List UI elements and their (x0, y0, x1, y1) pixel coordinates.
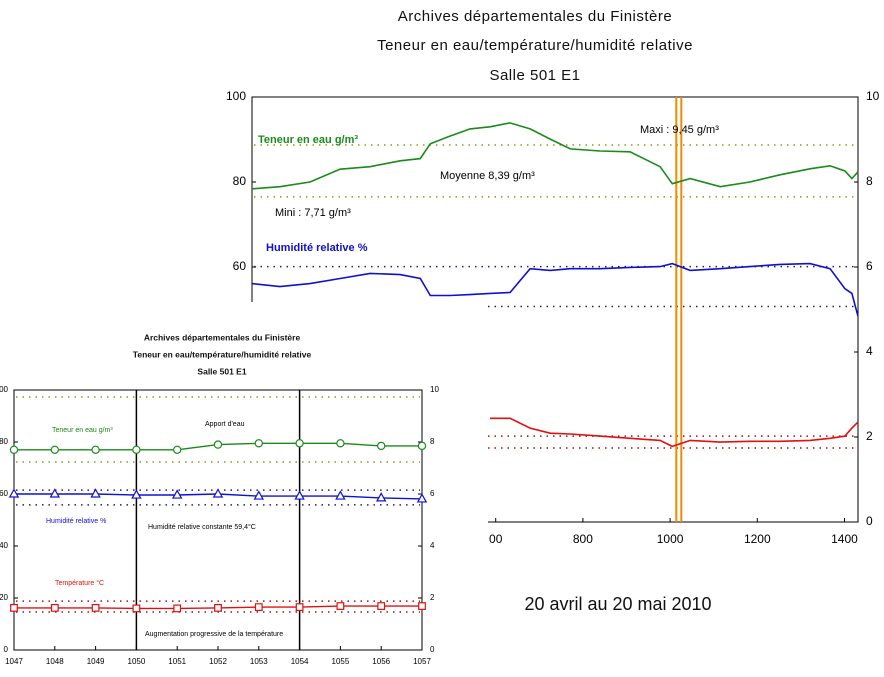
chart-title: Salle 501 E1 (197, 366, 246, 376)
point-marker (254, 603, 263, 611)
x-tick-label: 1048 (46, 657, 64, 666)
point-marker (295, 603, 304, 611)
annotation: Teneur en eau g/m³ (52, 427, 113, 434)
point-marker (90, 488, 101, 498)
point-marker (131, 489, 142, 499)
y2-tick-label: 10 (430, 385, 439, 394)
point-marker (375, 492, 387, 502)
point-marker (336, 439, 345, 448)
x-tick-label: 1050 (128, 657, 146, 666)
point-marker (417, 441, 427, 451)
chart-title: Salle 501 E1 (489, 67, 580, 84)
x-tick-label: 1054 (291, 657, 309, 666)
point-marker (132, 445, 141, 454)
y2-tick-label: 0 (430, 645, 435, 654)
point-marker (91, 445, 100, 454)
y2-tick-label: 2 (866, 429, 873, 443)
annotation: Humidité relative % (266, 242, 368, 254)
y-tick-label: 60 (0, 489, 9, 498)
y-tick-label: 80 (0, 437, 9, 446)
y2-tick-label: 8 (866, 174, 873, 188)
y2-tick-label: 8 (430, 437, 435, 446)
point-marker (377, 602, 386, 610)
point-marker (335, 490, 346, 500)
chart-title: Teneur en eau/température/humidité relat… (377, 37, 693, 54)
y-tick-label: 0 (4, 645, 9, 654)
point-marker (132, 604, 141, 613)
point-marker (213, 440, 223, 449)
y-tick-label: 80 (233, 174, 247, 188)
y2-tick-label: 0 (866, 514, 873, 528)
point-marker (254, 439, 263, 448)
point-marker (172, 445, 182, 454)
point-marker (9, 445, 19, 454)
x-tick-label: 00 (489, 532, 503, 546)
point-marker (50, 445, 60, 454)
annotation: Humidité relative constante 59,4°C (148, 523, 256, 531)
point-marker (295, 439, 304, 448)
chart-title: Teneur en eau/température/humidité relat… (133, 349, 312, 359)
annotation: Apport d'eau (205, 421, 245, 428)
annotation: Mini : 7,71 g/m³ (275, 207, 351, 219)
annotation: Teneur en eau g/m³ (258, 134, 358, 146)
annotation: Moyenne 8,39 g/m³ (440, 170, 535, 182)
x-tick-label: 1200 (744, 532, 771, 546)
y2-tick-label: 10 (866, 89, 880, 103)
point-marker (8, 488, 20, 498)
chart-title: Archives départementales du Finistère (398, 8, 672, 25)
x-tick-label: 1053 (250, 657, 268, 666)
series-line (490, 417, 859, 448)
point-marker (418, 602, 426, 610)
x-tick-label: 1055 (332, 657, 350, 666)
x-tick-label: 1056 (372, 657, 390, 666)
x-axis-label: 20 avril au 20 mai 2010 (524, 594, 711, 614)
x-tick-label: 1049 (87, 657, 105, 666)
x-tick-label: 1052 (209, 657, 227, 666)
x-tick-label: 1057 (413, 657, 431, 666)
annotation: Humidité relative % (46, 518, 106, 525)
y-tick-label: 60 (233, 259, 247, 273)
x-tick-label: 800 (573, 532, 593, 546)
x-tick-label: 1000 (657, 532, 684, 546)
y-tick-label: 100 (0, 385, 9, 394)
y-tick-label: 20 (0, 593, 9, 602)
x-tick-label: 1047 (5, 657, 23, 666)
point-marker (212, 488, 224, 498)
point-marker (336, 602, 345, 610)
y2-tick-label: 4 (430, 541, 435, 550)
point-marker (49, 488, 61, 498)
annotation: Maxi : 9,45 g/m³ (640, 124, 719, 136)
point-marker (253, 490, 265, 500)
point-marker (214, 603, 222, 612)
point-marker (173, 604, 182, 613)
x-tick-label: 1400 (831, 532, 858, 546)
y-tick-label: 100 (226, 89, 246, 103)
y2-tick-label: 6 (430, 489, 435, 498)
chart-title: Archives départementales du Finistère (144, 332, 301, 342)
annotation: Température °C (55, 579, 104, 587)
y2-tick-label: 2 (430, 593, 435, 602)
series-line (251, 262, 859, 317)
x-tick-label: 1051 (168, 657, 186, 666)
point-marker (91, 603, 100, 612)
y2-tick-label: 6 (866, 259, 873, 273)
series-line (251, 122, 859, 190)
point-marker (10, 603, 18, 612)
annotation: Augmentation progressive de la températu… (145, 631, 283, 638)
y-tick-label: 40 (0, 541, 9, 550)
point-marker (416, 493, 428, 503)
y2-tick-label: 4 (866, 344, 873, 358)
point-marker (294, 490, 305, 500)
point-marker (50, 603, 59, 612)
point-marker (171, 489, 183, 499)
point-marker (377, 441, 386, 451)
